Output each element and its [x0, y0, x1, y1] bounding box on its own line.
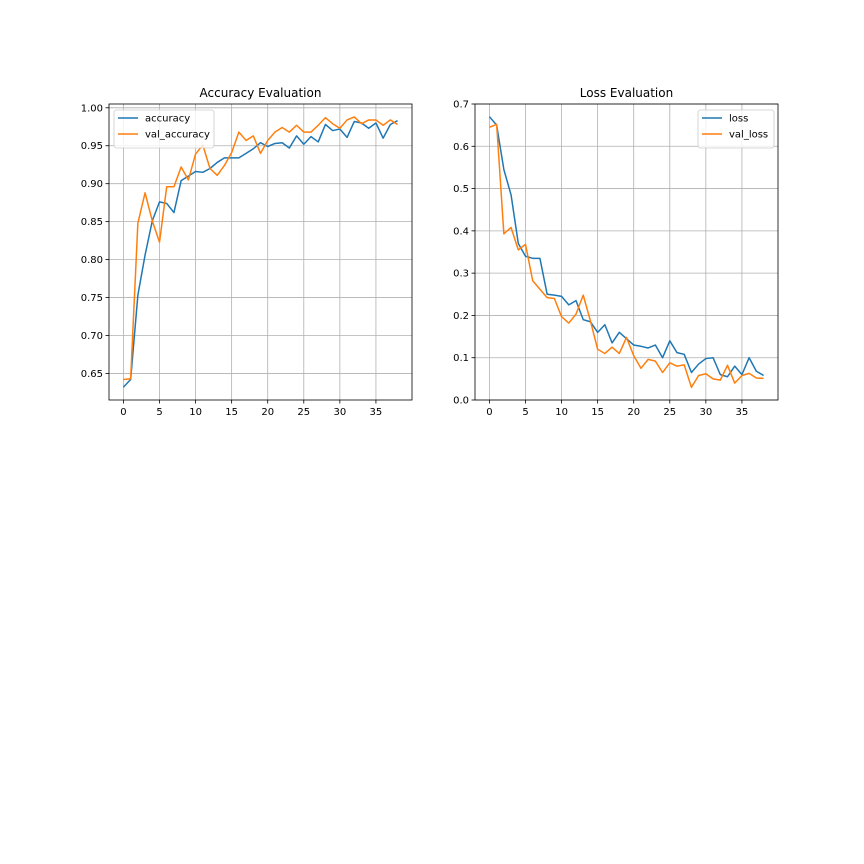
x-tick-label: 0	[486, 407, 492, 418]
x-tick-label: 30	[699, 407, 712, 418]
y-tick-label: 0.5	[453, 184, 469, 195]
loss-chart: Loss Evaluation 0 5 10 15 20 25 30 35 0.0 0.1 0.2 0…	[453, 86, 779, 418]
x-tick-label: 25	[297, 407, 310, 418]
chart-title: Accuracy Evaluation	[200, 86, 322, 100]
grid-lines	[109, 104, 412, 400]
y-tick-label: 1.00	[81, 103, 103, 114]
legend-label: val_loss	[729, 130, 768, 141]
y-tick-label: 0.95	[81, 141, 103, 152]
y-tick-label: 0.4	[453, 226, 469, 237]
x-tick-label: 5	[522, 407, 528, 418]
legend-label: accuracy	[145, 114, 190, 125]
series-line-val_accuracy	[123, 116, 398, 381]
x-tick-label: 35	[736, 407, 749, 418]
x-tick-label: 15	[225, 407, 238, 418]
y-tick-label: 0.1	[453, 353, 469, 364]
axes-frame	[108, 103, 413, 401]
y-tick-label: 0.2	[453, 311, 469, 322]
y-tick-label: 0.70	[81, 331, 103, 342]
legend-label: val_accuracy	[145, 130, 210, 141]
y-tick-label: 0.0	[453, 396, 469, 407]
x-tick-label: 10	[189, 407, 202, 418]
legend: accuracy val_accuracy	[113, 109, 215, 149]
x-tick-label: 0	[120, 407, 126, 418]
x-tick-label: 15	[591, 407, 604, 418]
legend-box	[113, 109, 215, 149]
legend-box	[697, 109, 775, 149]
y-tick-label: 0.65	[81, 369, 103, 380]
x-tick-label: 20	[627, 407, 640, 418]
accuracy-chart: Accuracy Evaluation 0 5 10 15 20 25 30 35 0.65 0.…	[81, 86, 413, 418]
axes-frame	[474, 103, 779, 401]
legend-label: loss	[729, 114, 748, 125]
series-line-val_loss	[489, 123, 764, 389]
x-tick-label: 30	[333, 407, 346, 418]
x-tick-label: 10	[555, 407, 568, 418]
y-tick-label: 0.80	[81, 255, 103, 266]
x-tick-label: 35	[370, 407, 383, 418]
series-line-accuracy	[122, 120, 398, 388]
y-tick-label: 0.6	[453, 142, 469, 153]
x-tick-label: 20	[261, 407, 274, 418]
chart-title: Loss Evaluation	[580, 86, 673, 100]
y-tick-label: 0.3	[453, 269, 469, 280]
y-tick-label: 0.7	[453, 100, 469, 111]
x-tick-label: 5	[156, 407, 162, 418]
y-tick-label: 0.75	[81, 293, 103, 304]
y-tick-label: 0.85	[81, 217, 103, 228]
x-tick-label: 25	[663, 407, 676, 418]
y-tick-label: 0.90	[81, 179, 103, 190]
legend: loss val_loss	[697, 109, 775, 149]
